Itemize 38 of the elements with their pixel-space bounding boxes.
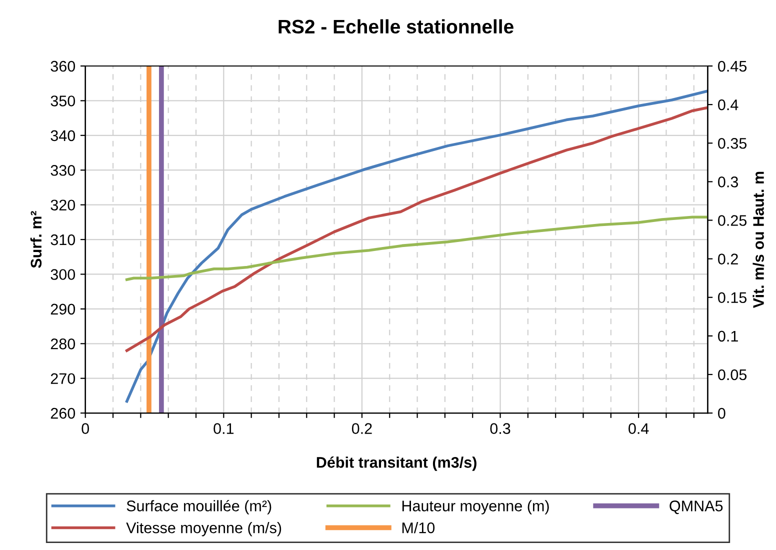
x-tick-label: 0.4 xyxy=(628,423,649,434)
y2-tick-label: 0.45 xyxy=(718,60,747,72)
y-tick-label: 310 xyxy=(50,234,76,246)
y-axis-title: Surf. m² xyxy=(30,210,42,268)
y-tick-label: 340 xyxy=(50,130,76,142)
x-axis-title: Débit transitant (m3/s) xyxy=(316,456,476,471)
line-series xyxy=(125,90,708,403)
y2-tick-label: 0.05 xyxy=(718,369,747,380)
legend-label: QMNA5 xyxy=(670,500,723,514)
x-tick-label: 0 xyxy=(82,423,90,434)
y-tick-label: 270 xyxy=(50,373,76,384)
y2-axis-title: Vit. m/s ou Haut. m xyxy=(752,172,764,308)
y-tick-label: 280 xyxy=(50,338,76,350)
y-tick-label: 350 xyxy=(50,96,76,106)
line-series xyxy=(125,216,708,282)
y-tick-label: 320 xyxy=(50,200,76,211)
y-tick-label: 290 xyxy=(50,304,76,315)
y2-tick-label: 0.2 xyxy=(718,254,738,264)
y-tick-label: 360 xyxy=(50,60,76,72)
legend-label: Surface mouillée (m²) xyxy=(126,500,272,514)
y2-tick-label: 0.1 xyxy=(718,330,738,342)
legend-label: Vitesse moyenne (m/s) xyxy=(126,522,282,536)
y2-tick-label: 0.3 xyxy=(718,176,738,188)
legend-label: M/10 xyxy=(402,522,435,534)
legend-label: Hauteur moyenne (m) xyxy=(402,500,549,514)
line-series xyxy=(125,106,708,352)
y2-tick-label: 0.15 xyxy=(718,292,747,304)
y-tick-label: 300 xyxy=(50,269,76,280)
chart-title: RS2 - Echelle stationnelle xyxy=(278,19,514,34)
y2-tick-label: 0 xyxy=(718,408,726,419)
y2-tick-label: 0.25 xyxy=(718,215,747,226)
y-tick-label: 260 xyxy=(50,408,76,419)
x-tick-label: 0.2 xyxy=(352,423,372,434)
y2-tick-label: 0.35 xyxy=(718,138,747,149)
x-tick-label: 0.1 xyxy=(214,423,234,434)
y2-tick-label: 0.4 xyxy=(718,99,738,110)
y-tick-label: 330 xyxy=(50,164,76,176)
x-tick-label: 0.3 xyxy=(490,423,510,434)
